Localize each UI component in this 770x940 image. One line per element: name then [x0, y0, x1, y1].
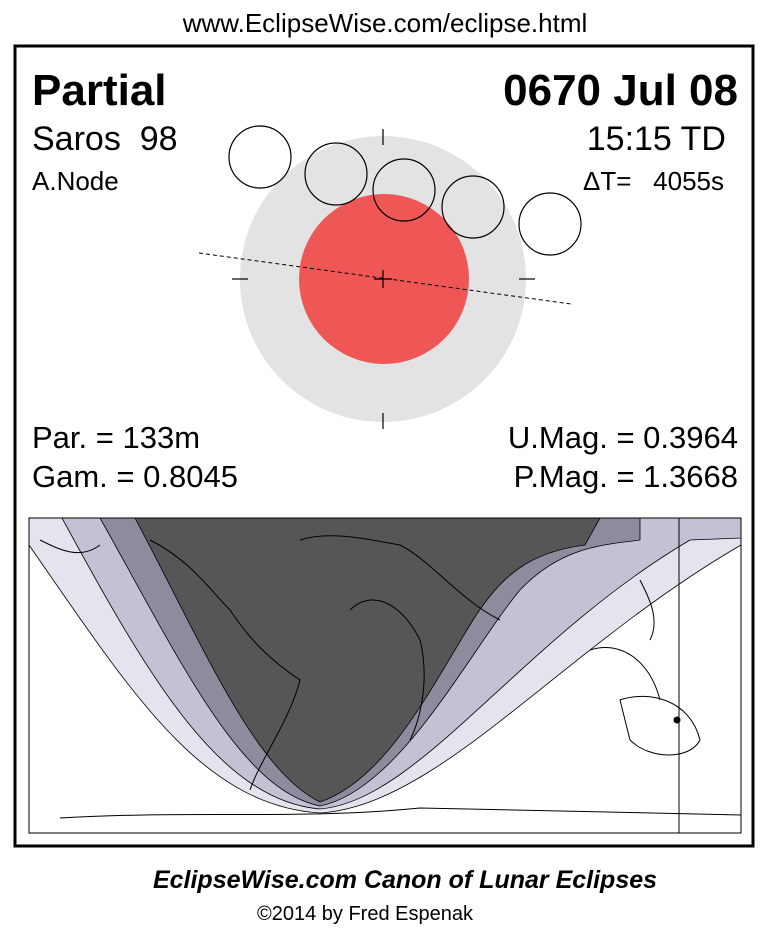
eclipse-diagram [198, 125, 582, 429]
node: A.Node [32, 166, 119, 196]
eclipse-date: 0670 Jul 08 [503, 66, 738, 115]
visibility-map [28, 517, 742, 834]
delta-t: ΔT= 4055s [583, 166, 724, 196]
axes-ticks [232, 129, 535, 429]
gam: Gam. = 0.8045 [32, 459, 238, 494]
copyright: ©2014 by Fred Espenak [257, 903, 474, 925]
eclipse-type: Partial [32, 66, 167, 115]
time: 15:15 TD [587, 120, 726, 158]
saros: Saros 98 [32, 120, 178, 158]
pmag: P.Mag. = 1.3668 [514, 459, 738, 494]
url: www.EclipseWise.com/eclipse.html [182, 8, 588, 38]
umag: U.Mag. = 0.3964 [508, 420, 738, 455]
moon-positions [228, 125, 582, 256]
par: Par. = 133m [32, 420, 200, 455]
footer-title: EclipseWise.com Canon of Lunar Eclipses [153, 866, 657, 894]
